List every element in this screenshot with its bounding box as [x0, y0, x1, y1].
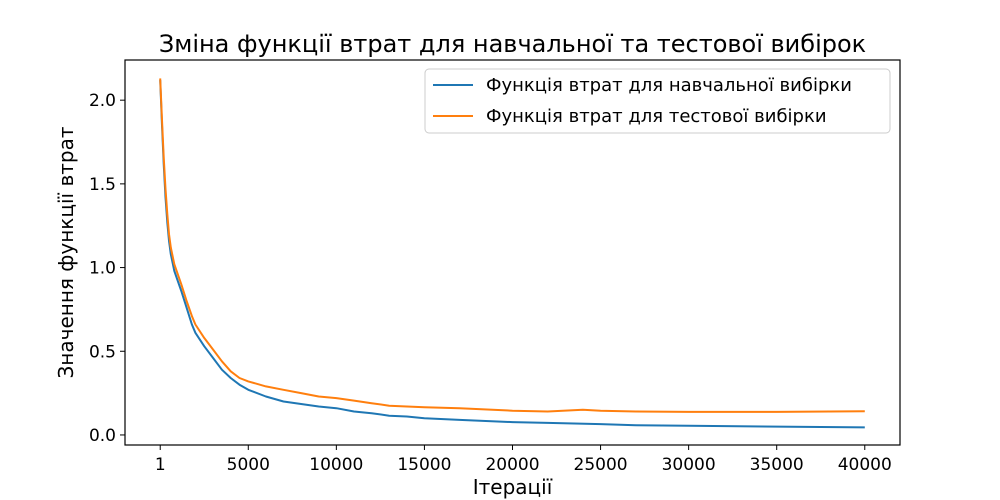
y-tick-label: 2.0	[89, 91, 116, 111]
y-tick-label: 0.5	[89, 342, 116, 362]
y-axis-label: Значення функції втрат	[54, 126, 78, 378]
test-loss-line	[159, 78, 865, 413]
series-layer	[159, 78, 865, 429]
y-axis-ticks: 0.0 0.5 1.0 1.5 2.0	[89, 91, 125, 446]
x-axis-label: Ітерації	[473, 475, 553, 499]
legend: Функція втрат для навчальної вибірки Фун…	[424, 68, 891, 134]
train-loss-line	[159, 80, 865, 429]
legend-label-train: Функція втрат для навчальної вибірки	[486, 75, 852, 96]
x-tick-label: 25000	[574, 455, 628, 475]
y-tick-label: 1.0	[89, 259, 116, 279]
x-axis-ticks: 1 5000 10000 15000 20000 25000 30000 35000 40000	[155, 445, 892, 475]
legend-box	[424, 68, 891, 134]
x-tick-label: 40000	[838, 455, 892, 475]
x-tick-label: 10000	[309, 455, 363, 475]
x-tick-label: 15000	[397, 455, 451, 475]
x-tick-label: 1	[155, 455, 166, 475]
x-tick-label: 5000	[227, 455, 270, 475]
x-tick-label: 20000	[485, 455, 539, 475]
legend-label-test: Функція втрат для тестової вибірки	[486, 106, 827, 127]
x-tick-label: 30000	[662, 455, 716, 475]
y-tick-label: 0.0	[89, 426, 116, 446]
x-tick-label: 35000	[750, 455, 804, 475]
chart-title: Зміна функції втрат для навчальної та те…	[159, 30, 866, 58]
y-tick-label: 1.5	[89, 175, 116, 195]
